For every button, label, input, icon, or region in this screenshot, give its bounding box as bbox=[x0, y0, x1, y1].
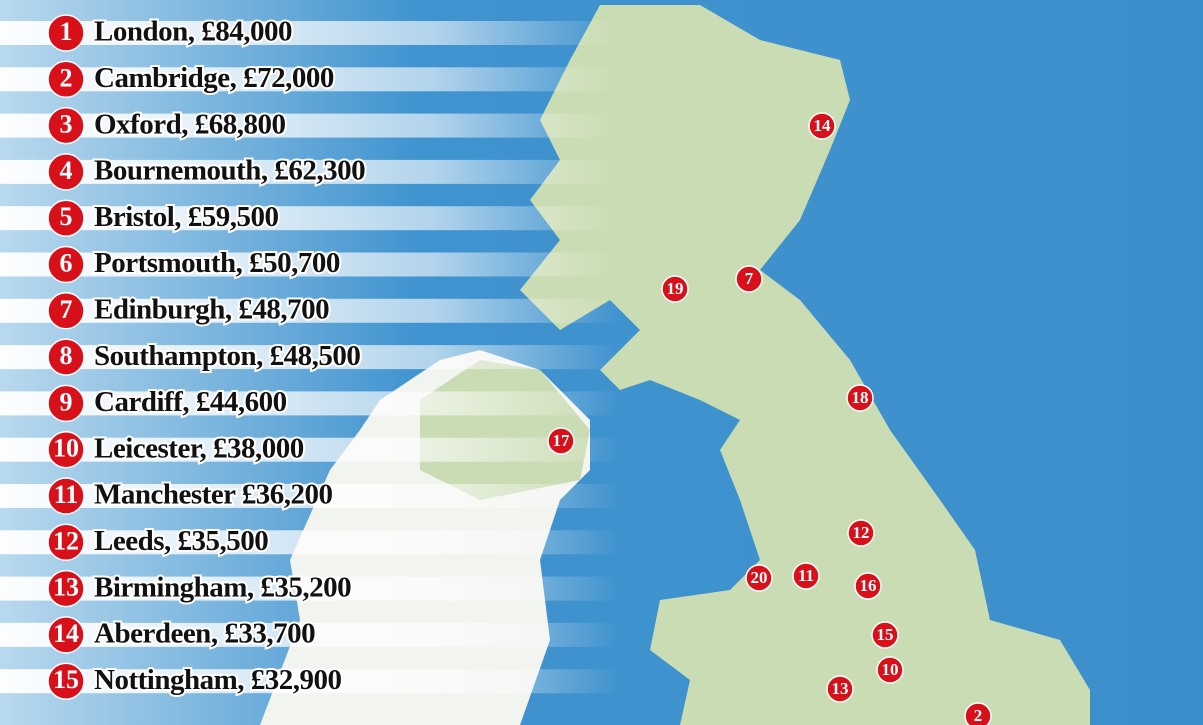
stripe bbox=[0, 298, 620, 323]
stripe bbox=[0, 113, 620, 138]
rank-badge bbox=[47, 106, 85, 145]
stripe bbox=[0, 391, 620, 416]
rank-number: 9 bbox=[60, 387, 73, 416]
city-salary: Manchester £36,200 bbox=[94, 479, 333, 511]
map-marker bbox=[547, 427, 575, 455]
city-salary: Birmingham, £35,200 bbox=[94, 571, 351, 603]
map-marker bbox=[808, 112, 836, 140]
map-marker bbox=[661, 275, 689, 303]
rank-badge bbox=[47, 616, 85, 654]
map-marker-label: 19 bbox=[667, 279, 684, 298]
city-salary: Portsmouth, £50,700 bbox=[94, 247, 340, 279]
stripe bbox=[0, 484, 620, 508]
city-salary: Aberdeen, £33,700 bbox=[94, 618, 315, 650]
stripe bbox=[0, 622, 620, 647]
map-marker-label: 15 bbox=[877, 625, 894, 644]
rank-badge bbox=[47, 153, 85, 191]
city-salary: Oxford, £68,800 bbox=[94, 108, 285, 140]
city-salary: London, £84,000 bbox=[94, 16, 292, 48]
rank-badge bbox=[47, 477, 85, 515]
rank-badge bbox=[47, 199, 85, 237]
city-salary: Bournemouth, £62,300 bbox=[94, 155, 365, 187]
city-salary: Cardiff, £44,600 bbox=[94, 386, 287, 418]
rank-number: 6 bbox=[60, 248, 73, 277]
map-marker-label: 10 bbox=[882, 660, 899, 679]
rank-number: 15 bbox=[53, 665, 79, 694]
stripe bbox=[0, 576, 620, 601]
stripe bbox=[0, 67, 620, 92]
rank-badge bbox=[47, 338, 85, 376]
map-marker-label: 17 bbox=[553, 431, 571, 450]
stripe bbox=[0, 159, 620, 184]
rank-number: 14 bbox=[53, 619, 79, 648]
stripe bbox=[0, 437, 620, 462]
rank-badge bbox=[47, 245, 85, 284]
map-marker-label: 14 bbox=[814, 116, 832, 135]
city-salary: Edinburgh, £48,700 bbox=[94, 293, 329, 325]
rank-number: 1 bbox=[60, 17, 73, 46]
rank-number: 13 bbox=[53, 573, 79, 602]
rank-badge bbox=[47, 569, 85, 608]
great-britain bbox=[520, 5, 1090, 725]
rank-badge bbox=[47, 430, 85, 469]
city-salary: Leicester, £38,000 bbox=[94, 432, 304, 464]
map-marker bbox=[871, 621, 899, 649]
map-marker bbox=[964, 702, 992, 725]
map-marker bbox=[846, 384, 874, 412]
stripe bbox=[0, 345, 620, 370]
rank-badge bbox=[47, 60, 85, 99]
map-marker bbox=[745, 564, 773, 592]
city-salary: Cambridge, £72,000 bbox=[94, 62, 334, 94]
stripe bbox=[0, 21, 620, 45]
rank-number: 8 bbox=[60, 341, 73, 370]
map-marker-label: 16 bbox=[860, 576, 877, 595]
rank-badge bbox=[47, 523, 85, 562]
rank-number: 2 bbox=[60, 63, 73, 92]
stripe bbox=[0, 206, 620, 231]
map-marker-label: 11 bbox=[798, 566, 814, 585]
map-marker-label: 7 bbox=[745, 269, 754, 288]
rank-number: 4 bbox=[60, 156, 73, 185]
city-salary: Nottingham, £32,900 bbox=[94, 664, 341, 696]
stripe bbox=[0, 252, 620, 277]
rank-badge bbox=[47, 292, 85, 330]
stripe bbox=[0, 530, 620, 555]
rank-number: 3 bbox=[60, 110, 73, 139]
rank-badge bbox=[47, 14, 85, 52]
rank-number: 5 bbox=[60, 202, 73, 231]
city-salary: Leeds, £35,500 bbox=[94, 525, 268, 557]
city-salary: Southampton, £48,500 bbox=[94, 340, 360, 372]
map-marker bbox=[826, 675, 854, 703]
map-marker-label: 13 bbox=[832, 679, 849, 698]
map-marker bbox=[735, 265, 763, 293]
rank-number: 12 bbox=[53, 526, 79, 555]
rank-badge bbox=[47, 384, 85, 423]
map-marker bbox=[876, 656, 904, 684]
map-marker bbox=[847, 519, 875, 547]
map-marker bbox=[792, 562, 820, 590]
map-marker bbox=[854, 572, 882, 600]
rank-number: 10 bbox=[53, 434, 79, 463]
rank-number: 11 bbox=[54, 480, 79, 509]
map-marker-label: 20 bbox=[751, 568, 768, 587]
city-salary: Bristol, £59,500 bbox=[94, 201, 279, 233]
rank-number: 7 bbox=[60, 295, 73, 324]
map-marker-label: 2 bbox=[974, 706, 983, 725]
stripe bbox=[0, 669, 620, 694]
map-marker-label: 12 bbox=[853, 523, 870, 542]
rank-badge bbox=[47, 662, 85, 700]
map-marker-label: 18 bbox=[852, 388, 869, 407]
